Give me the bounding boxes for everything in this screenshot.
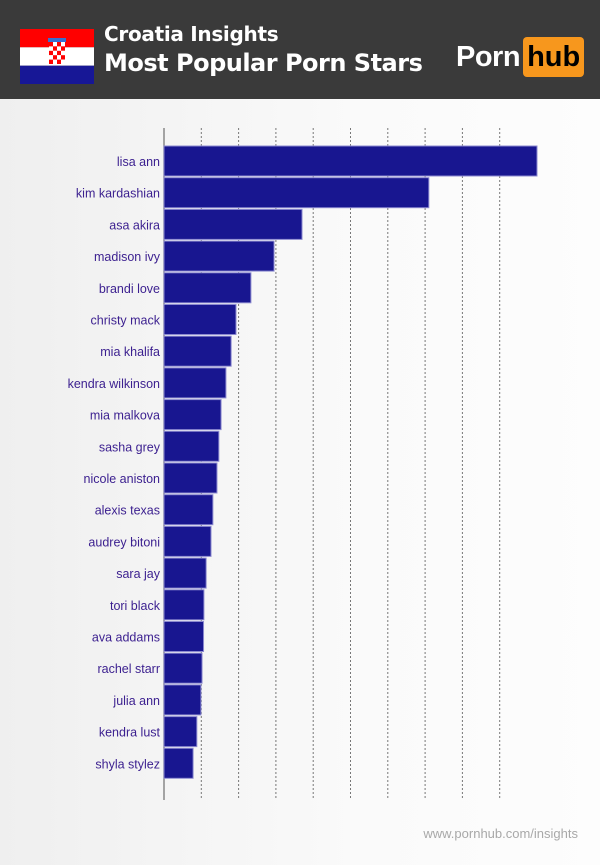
bar-shyla-stylez	[163, 747, 194, 779]
bar-mia-malkova	[163, 399, 222, 431]
page-title: Croatia Insights	[104, 22, 279, 46]
category-label: brandi love	[99, 282, 160, 296]
category-label: lisa ann	[117, 155, 160, 169]
category-label: alexis texas	[95, 504, 160, 518]
bar-rachel-starr	[163, 652, 203, 684]
category-label: kendra lust	[99, 726, 161, 740]
bar-julia-ann	[163, 684, 202, 716]
bar-kim-kardashian	[163, 177, 430, 209]
bar-nicole-aniston	[163, 462, 218, 494]
category-label: mia malkova	[90, 409, 160, 423]
category-label: julia ann	[112, 694, 160, 708]
category-label: kim kardashian	[76, 187, 160, 201]
category-label: rachel starr	[97, 662, 160, 676]
footer-url[interactable]: www.pornhub.com/insights	[423, 826, 578, 841]
bar-madison-ivy	[163, 240, 275, 272]
category-label: christy mack	[91, 314, 161, 328]
category-label: shyla stylez	[95, 757, 160, 771]
bar-sasha-grey	[163, 430, 220, 462]
bar-kendra-lust	[163, 716, 198, 748]
bar-audrey-bitoni	[163, 525, 212, 557]
category-label: mia khalifa	[100, 345, 160, 359]
category-label: sasha grey	[99, 440, 161, 454]
logo-text-left: Porn	[456, 40, 521, 73]
bar-asa-akira	[163, 208, 303, 240]
bar-mia-khalifa	[163, 335, 232, 367]
header: Croatia Insights Most Popular Porn Stars…	[0, 0, 600, 99]
page-subtitle: Most Popular Porn Stars	[104, 49, 423, 77]
bar-brandi-love	[163, 272, 252, 304]
category-label: tori black	[110, 599, 161, 613]
category-label: audrey bitoni	[88, 535, 160, 549]
category-label: kendra wilkinson	[68, 377, 160, 391]
pornhub-logo: Porn hub	[456, 36, 585, 78]
bar-alexis-texas	[163, 494, 214, 526]
bar-lisa-ann	[163, 145, 538, 177]
category-label: ava addams	[92, 631, 160, 645]
bar-ava-addams	[163, 621, 205, 652]
bar-kendra-wilkinson	[163, 367, 227, 399]
logo-text-right: hub	[523, 37, 585, 77]
category-label: nicole aniston	[84, 472, 160, 486]
bar-christy-mack	[163, 304, 237, 335]
category-label: sara jay	[116, 567, 161, 581]
bar-sara-jay	[163, 557, 207, 589]
category-label: asa akira	[109, 218, 160, 232]
bar-tori-black	[163, 589, 205, 621]
category-label: madison ivy	[94, 250, 161, 264]
croatia-flag-icon	[20, 29, 94, 84]
